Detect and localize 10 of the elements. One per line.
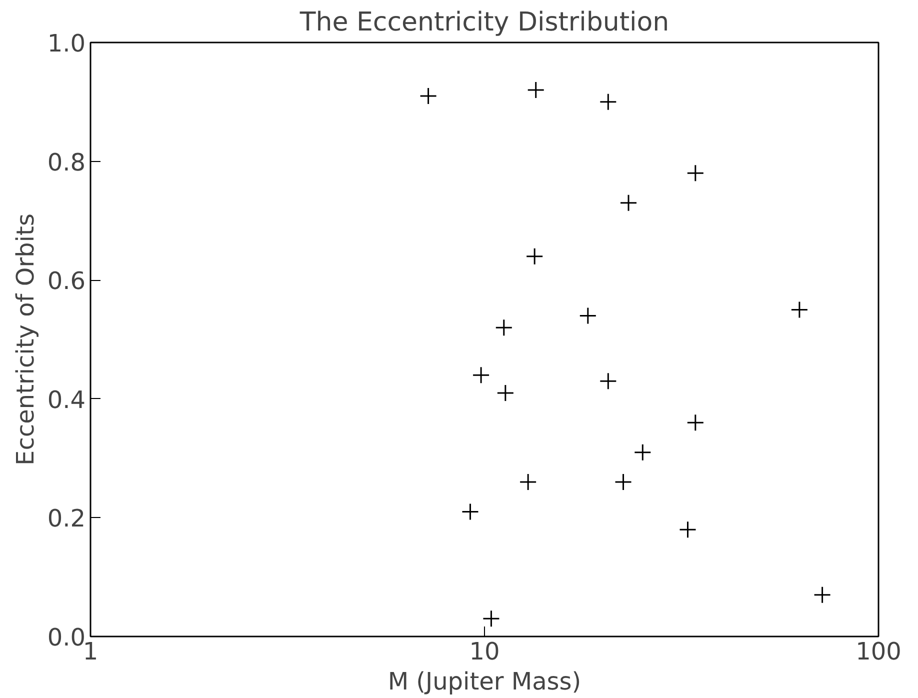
y-axis-title: Eccentricity of Orbits	[11, 214, 40, 466]
y-tick-label: 0.6	[47, 267, 86, 296]
x-tick-label: 10	[469, 638, 500, 666]
x-tick-label: 100	[856, 638, 902, 666]
y-tick-label: 1.0	[47, 30, 86, 58]
y-tick-label: 0.2	[47, 504, 86, 533]
y-tick-label: 0.4	[47, 386, 86, 414]
chart-title: The Eccentricity Distribution	[298, 8, 670, 38]
x-axis-title: M (Jupiter Mass)	[388, 668, 582, 696]
y-tick-label: 0.8	[47, 148, 86, 176]
